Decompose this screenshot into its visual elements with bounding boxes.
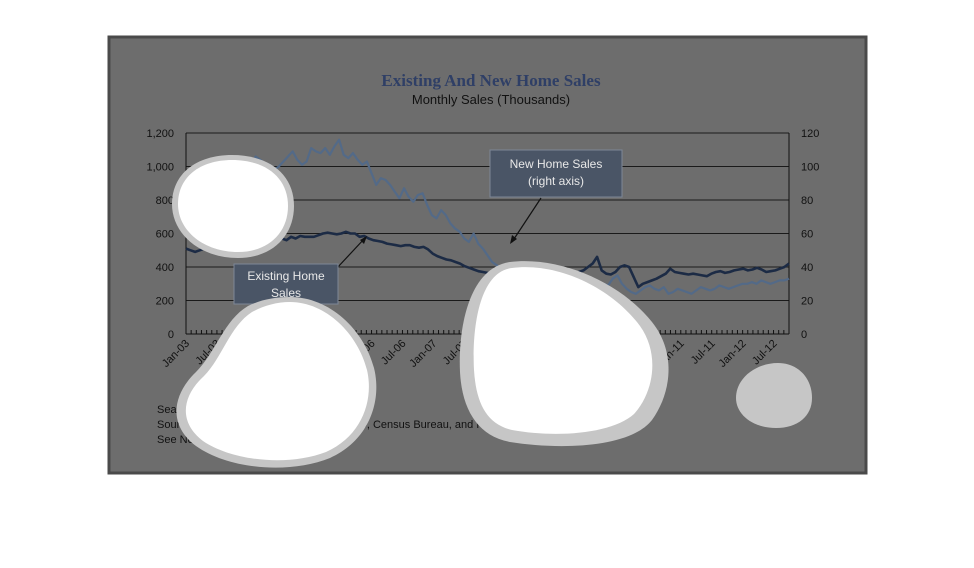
y-left-tick-label: 400 (156, 262, 174, 274)
y-right-tick-label: 40 (801, 262, 813, 274)
y-left-tick-label: 1,000 (146, 162, 174, 174)
y-left-tick-label: 0 (168, 329, 174, 341)
callout-new-home-sales: New Home Sales (right axis) (489, 149, 623, 244)
y-right-tick-label: 100 (801, 162, 819, 174)
callout-existing-arrowhead (360, 236, 367, 244)
y-right-tick-label: 120 (801, 128, 819, 140)
y-right-tick-label: 0 (801, 329, 807, 341)
chart-title: Existing And New Home Sales (381, 71, 601, 90)
callout-new-home-arrowhead (510, 235, 517, 244)
chart-subtitle: Monthly Sales (Thousands) (412, 92, 570, 107)
callout-new-home-line1: New Home Sales (510, 157, 603, 171)
callout-existing-arrow (336, 237, 366, 269)
occlusion-blob-top-left-inner (178, 160, 288, 252)
y-left-tick-label: 600 (156, 229, 174, 241)
occlusion-blob-bottom-left-inner (185, 302, 369, 461)
occlusion-blob-center-inner (473, 267, 653, 434)
occlusion-blob-bottom-right (736, 363, 812, 428)
y-left-tick-label: 200 (156, 296, 174, 308)
callout-existing-line1: Existing Home (247, 269, 325, 283)
y-left-tick-label: 800 (156, 195, 174, 207)
callout-new-home-box (489, 149, 623, 198)
occlusion-blobs (172, 155, 812, 468)
callout-new-home-arrow (511, 197, 542, 243)
y-right-tick-label: 60 (801, 229, 813, 241)
y-right-tick-label: 80 (801, 195, 813, 207)
y-left-tick-label: 1,200 (146, 128, 174, 140)
callout-existing-line2: Sales (271, 286, 301, 300)
y-right-tick-label: 20 (801, 296, 813, 308)
callout-new-home-line2: (right axis) (528, 174, 584, 188)
series-line-new-home-sales (185, 138, 790, 295)
